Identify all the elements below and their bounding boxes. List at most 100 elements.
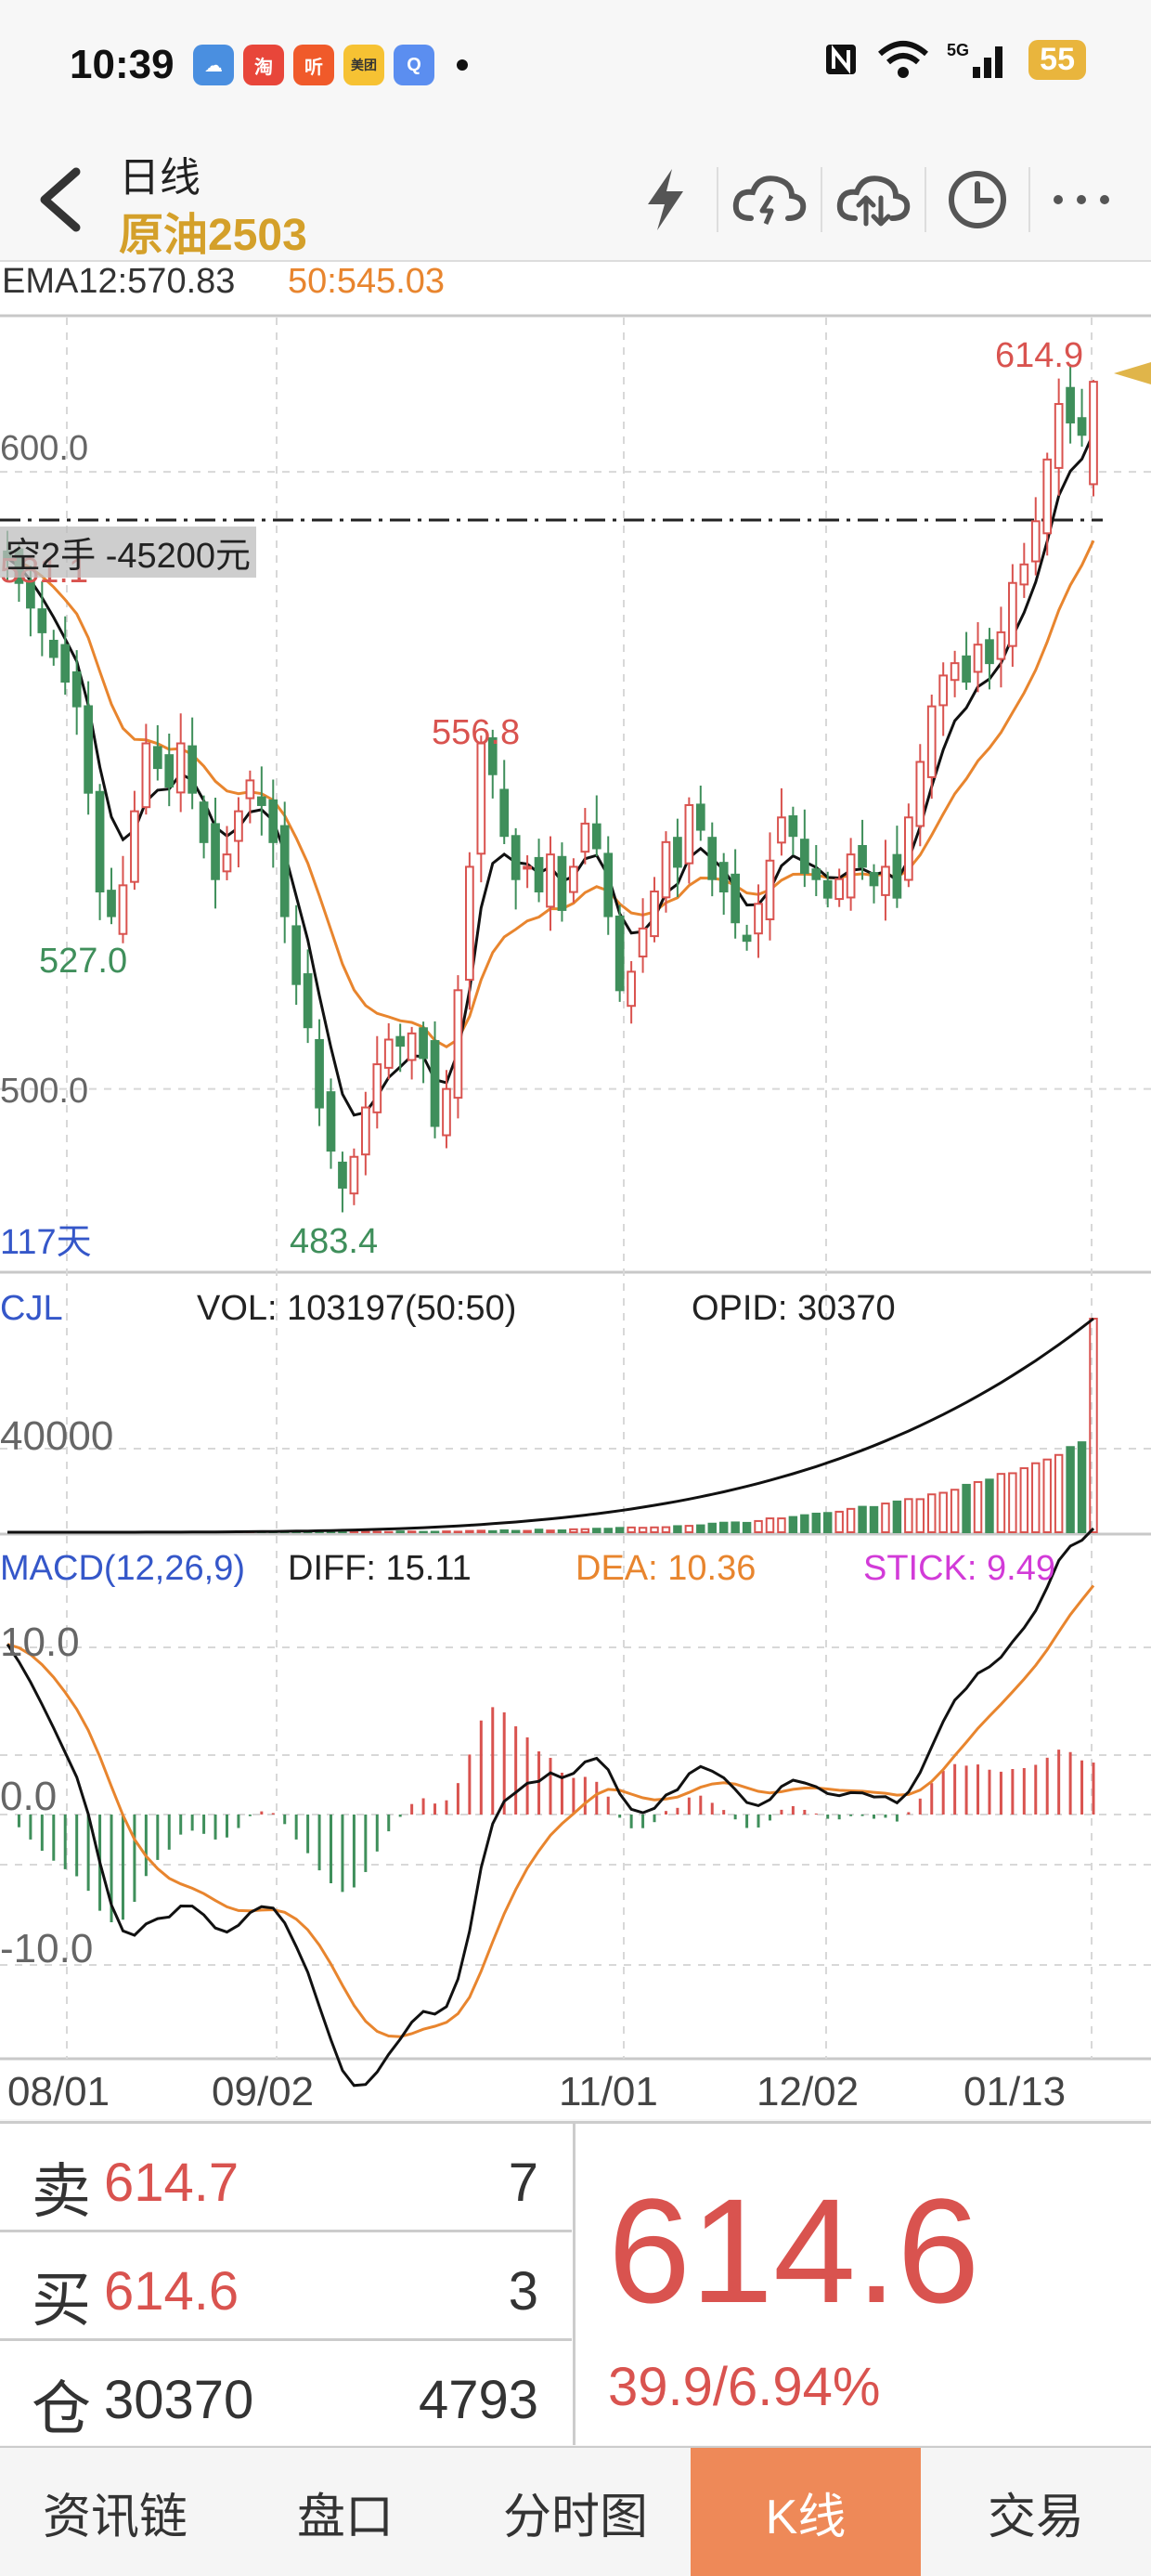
- macd-histogram: [7, 1529, 1093, 2086]
- kline-chart-area[interactable]: EMA12:570.83 50:545.03 600.0 500.0 614.9…: [0, 262, 1151, 2119]
- candle-body: [835, 879, 843, 899]
- candle-body: [339, 1163, 346, 1188]
- cloud-sync-button[interactable]: [718, 163, 821, 237]
- candle-body: [131, 812, 138, 882]
- sell-qty: 7: [509, 2152, 538, 2214]
- candle-body: [1067, 388, 1074, 423]
- sell-row[interactable]: 卖 614.7 7: [0, 2124, 572, 2232]
- tab-news[interactable]: 资讯链: [0, 2448, 230, 2576]
- candle-body: [604, 853, 612, 916]
- candle-body: [524, 866, 531, 868]
- lightning-button[interactable]: [614, 163, 717, 237]
- candle-body: [744, 936, 751, 942]
- candle-body: [1055, 404, 1063, 468]
- volume-bar: [489, 1531, 496, 1532]
- candle-body: [1090, 382, 1097, 484]
- volume-bar: [963, 1485, 969, 1532]
- wifi-icon: [876, 39, 930, 80]
- position-label[interactable]: 空2手 -45200元: [0, 527, 256, 578]
- volume-bar: [767, 1518, 773, 1532]
- volume-bar: [640, 1528, 646, 1532]
- more-button[interactable]: [1030, 163, 1132, 237]
- candle-body: [894, 855, 901, 898]
- candle-body: [292, 926, 300, 983]
- volume-bar: [1043, 1460, 1050, 1532]
- price-tick: 500.0: [0, 1072, 88, 1112]
- tab-intraday[interactable]: 分时图: [460, 2448, 691, 2576]
- volume-bar: [627, 1528, 634, 1532]
- volume-bar: [731, 1522, 738, 1532]
- candle-body: [328, 1092, 335, 1151]
- oi-change: 4793: [419, 2369, 538, 2431]
- history-button[interactable]: [926, 163, 1028, 237]
- current-price-marker-icon: [1114, 362, 1151, 384]
- volume-bar: [547, 1530, 553, 1532]
- days-label: 117天: [0, 1213, 92, 1264]
- more-icon: [1049, 190, 1114, 209]
- candle-body: [304, 974, 312, 1027]
- candle-body: [812, 869, 820, 879]
- volume-bar: [720, 1523, 727, 1532]
- candle-body: [443, 1089, 450, 1136]
- candle-body: [1032, 521, 1040, 561]
- candle-body: [1020, 565, 1028, 585]
- cloud-transfer-button[interactable]: [822, 163, 925, 237]
- candle-body: [512, 836, 520, 878]
- candle-body: [824, 881, 832, 898]
- x-axis-tick: 12/02: [757, 2069, 859, 2115]
- candle-body: [640, 929, 647, 956]
- candle-body: [536, 858, 543, 891]
- candle-body: [916, 761, 924, 826]
- candle-body: [755, 904, 762, 933]
- volume-bar: [801, 1516, 808, 1532]
- candle-body: [97, 792, 104, 891]
- volume-bar: [859, 1507, 865, 1532]
- volume-bar: [1009, 1473, 1015, 1532]
- oi-label: 仓: [32, 2361, 91, 2447]
- candle-body: [362, 1108, 369, 1155]
- candle-body: [547, 854, 554, 906]
- candle-body: [651, 891, 658, 936]
- volume-bar: [536, 1529, 542, 1532]
- volume-bar: [408, 1531, 415, 1532]
- volume-bar: [512, 1531, 519, 1532]
- buy-row[interactable]: 买 614.6 3: [0, 2232, 572, 2341]
- macd-tick: 10.0: [0, 1620, 80, 1666]
- candle-body: [316, 1040, 323, 1108]
- x-axis-tick: 08/01: [7, 2069, 110, 2115]
- candle-body: [143, 744, 150, 808]
- taobao-app-icon: 淘: [243, 45, 284, 85]
- candle-body: [188, 747, 196, 793]
- toolbar: [614, 163, 1132, 237]
- candle-body: [373, 1064, 381, 1112]
- candle-body: [570, 866, 577, 891]
- volume-bar: [362, 1531, 369, 1532]
- nfc-icon: [822, 41, 860, 78]
- candle-body: [1009, 583, 1016, 646]
- candle-body: [477, 744, 485, 854]
- volume-bar: [835, 1512, 842, 1532]
- tab-kline[interactable]: K线: [691, 2448, 921, 2576]
- meituan-app-icon: 美团: [343, 45, 384, 85]
- volume-bars: [7, 1319, 1097, 1532]
- candle-body: [963, 657, 970, 682]
- volume-bar: [605, 1529, 612, 1532]
- candle-body: [432, 1041, 439, 1125]
- tab-trade[interactable]: 交易: [921, 2448, 1151, 2576]
- volume-bar: [396, 1531, 403, 1532]
- candle-body: [165, 755, 173, 787]
- macd-dea: DEA: 10.36: [576, 1549, 756, 1589]
- tab-orderbook[interactable]: 盘口: [230, 2448, 460, 2576]
- candle-body: [859, 846, 866, 866]
- candle-body: [408, 1034, 416, 1060]
- volume-bar: [778, 1518, 784, 1532]
- status-indicators: 5G 55: [822, 39, 1086, 80]
- volume-bar: [500, 1530, 507, 1532]
- volume-bar: [663, 1528, 669, 1532]
- ema50-value: 50:545.03: [288, 262, 445, 302]
- buy-qty: 3: [509, 2260, 538, 2322]
- x-axis-tick: 01/13: [963, 2069, 1066, 2115]
- contract-title[interactable]: 原油2503: [119, 198, 307, 263]
- candle-body: [720, 863, 728, 891]
- back-icon[interactable]: [28, 163, 93, 237]
